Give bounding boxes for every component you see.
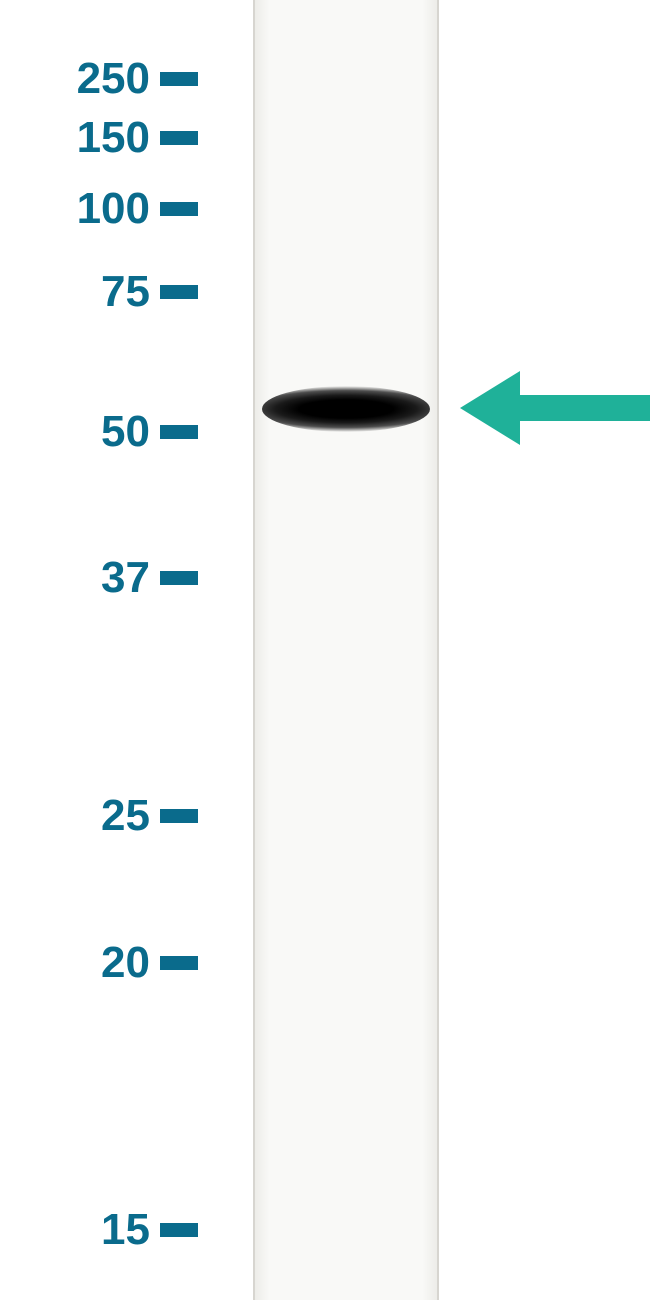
ladder-label: 150 <box>40 113 160 163</box>
ladder-label: 50 <box>40 407 160 457</box>
ladder-tick <box>160 72 198 86</box>
ladder-tick <box>160 571 198 585</box>
pointer-arrow-icon <box>460 371 650 445</box>
ladder-marker-150: 150 <box>0 116 198 160</box>
ladder-tick <box>160 131 198 145</box>
ladder-marker-20: 20 <box>0 941 198 985</box>
ladder-marker-37: 37 <box>0 556 198 600</box>
ladder-marker-250: 250 <box>0 57 198 101</box>
protein-band <box>262 386 430 432</box>
ladder-label: 37 <box>40 553 160 603</box>
ladder-tick <box>160 809 198 823</box>
ladder-label: 100 <box>40 184 160 234</box>
ladder-tick <box>160 285 198 299</box>
ladder-marker-75: 75 <box>0 270 198 314</box>
gel-lane-shading <box>255 0 437 1300</box>
ladder-label: 15 <box>40 1205 160 1255</box>
ladder-tick <box>160 956 198 970</box>
ladder-label: 20 <box>40 938 160 988</box>
ladder-marker-25: 25 <box>0 794 198 838</box>
ladder-label: 25 <box>40 791 160 841</box>
ladder-marker-50: 50 <box>0 410 198 454</box>
ladder-label: 250 <box>40 54 160 104</box>
ladder-tick <box>160 202 198 216</box>
ladder-tick <box>160 425 198 439</box>
ladder-tick <box>160 1223 198 1237</box>
ladder-marker-100: 100 <box>0 187 198 231</box>
ladder-label: 75 <box>40 267 160 317</box>
ladder-marker-15: 15 <box>0 1208 198 1252</box>
blot-container: 250 150 100 75 50 37 25 20 15 <box>0 0 650 1300</box>
gel-lane <box>253 0 439 1300</box>
